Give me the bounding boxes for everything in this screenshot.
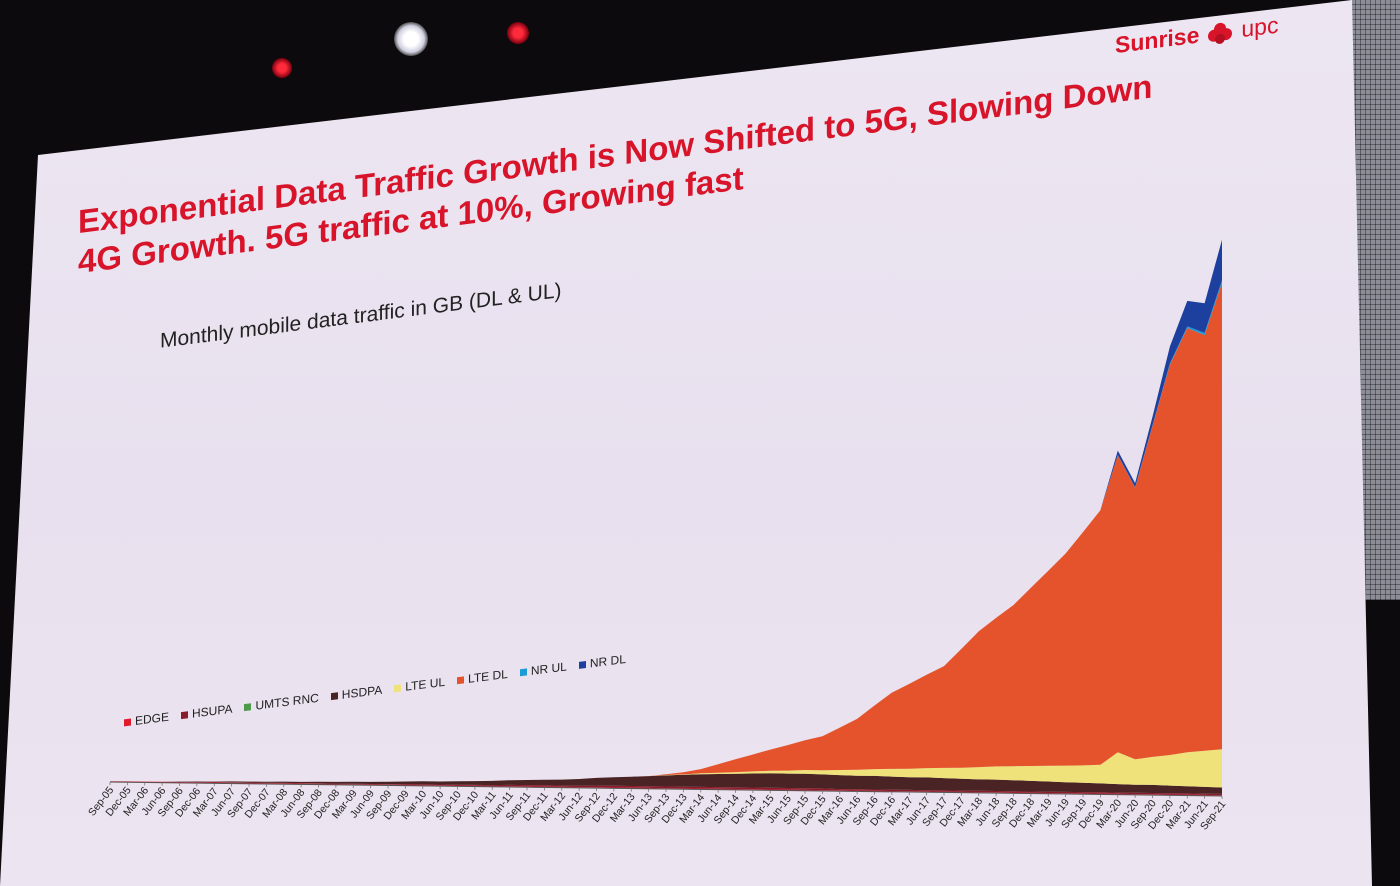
area-series-hsdpa xyxy=(110,773,1222,794)
area-series-lte-ul xyxy=(110,749,1222,788)
stage-light-red xyxy=(507,22,529,44)
stage-light-red xyxy=(272,58,292,78)
flower-icon xyxy=(1208,22,1233,44)
stage-light-white xyxy=(394,22,428,56)
company-logo: Sunrise upc xyxy=(1115,11,1278,59)
area-series-lte-dl xyxy=(110,282,1222,782)
area-series-hsupa xyxy=(110,781,1222,796)
